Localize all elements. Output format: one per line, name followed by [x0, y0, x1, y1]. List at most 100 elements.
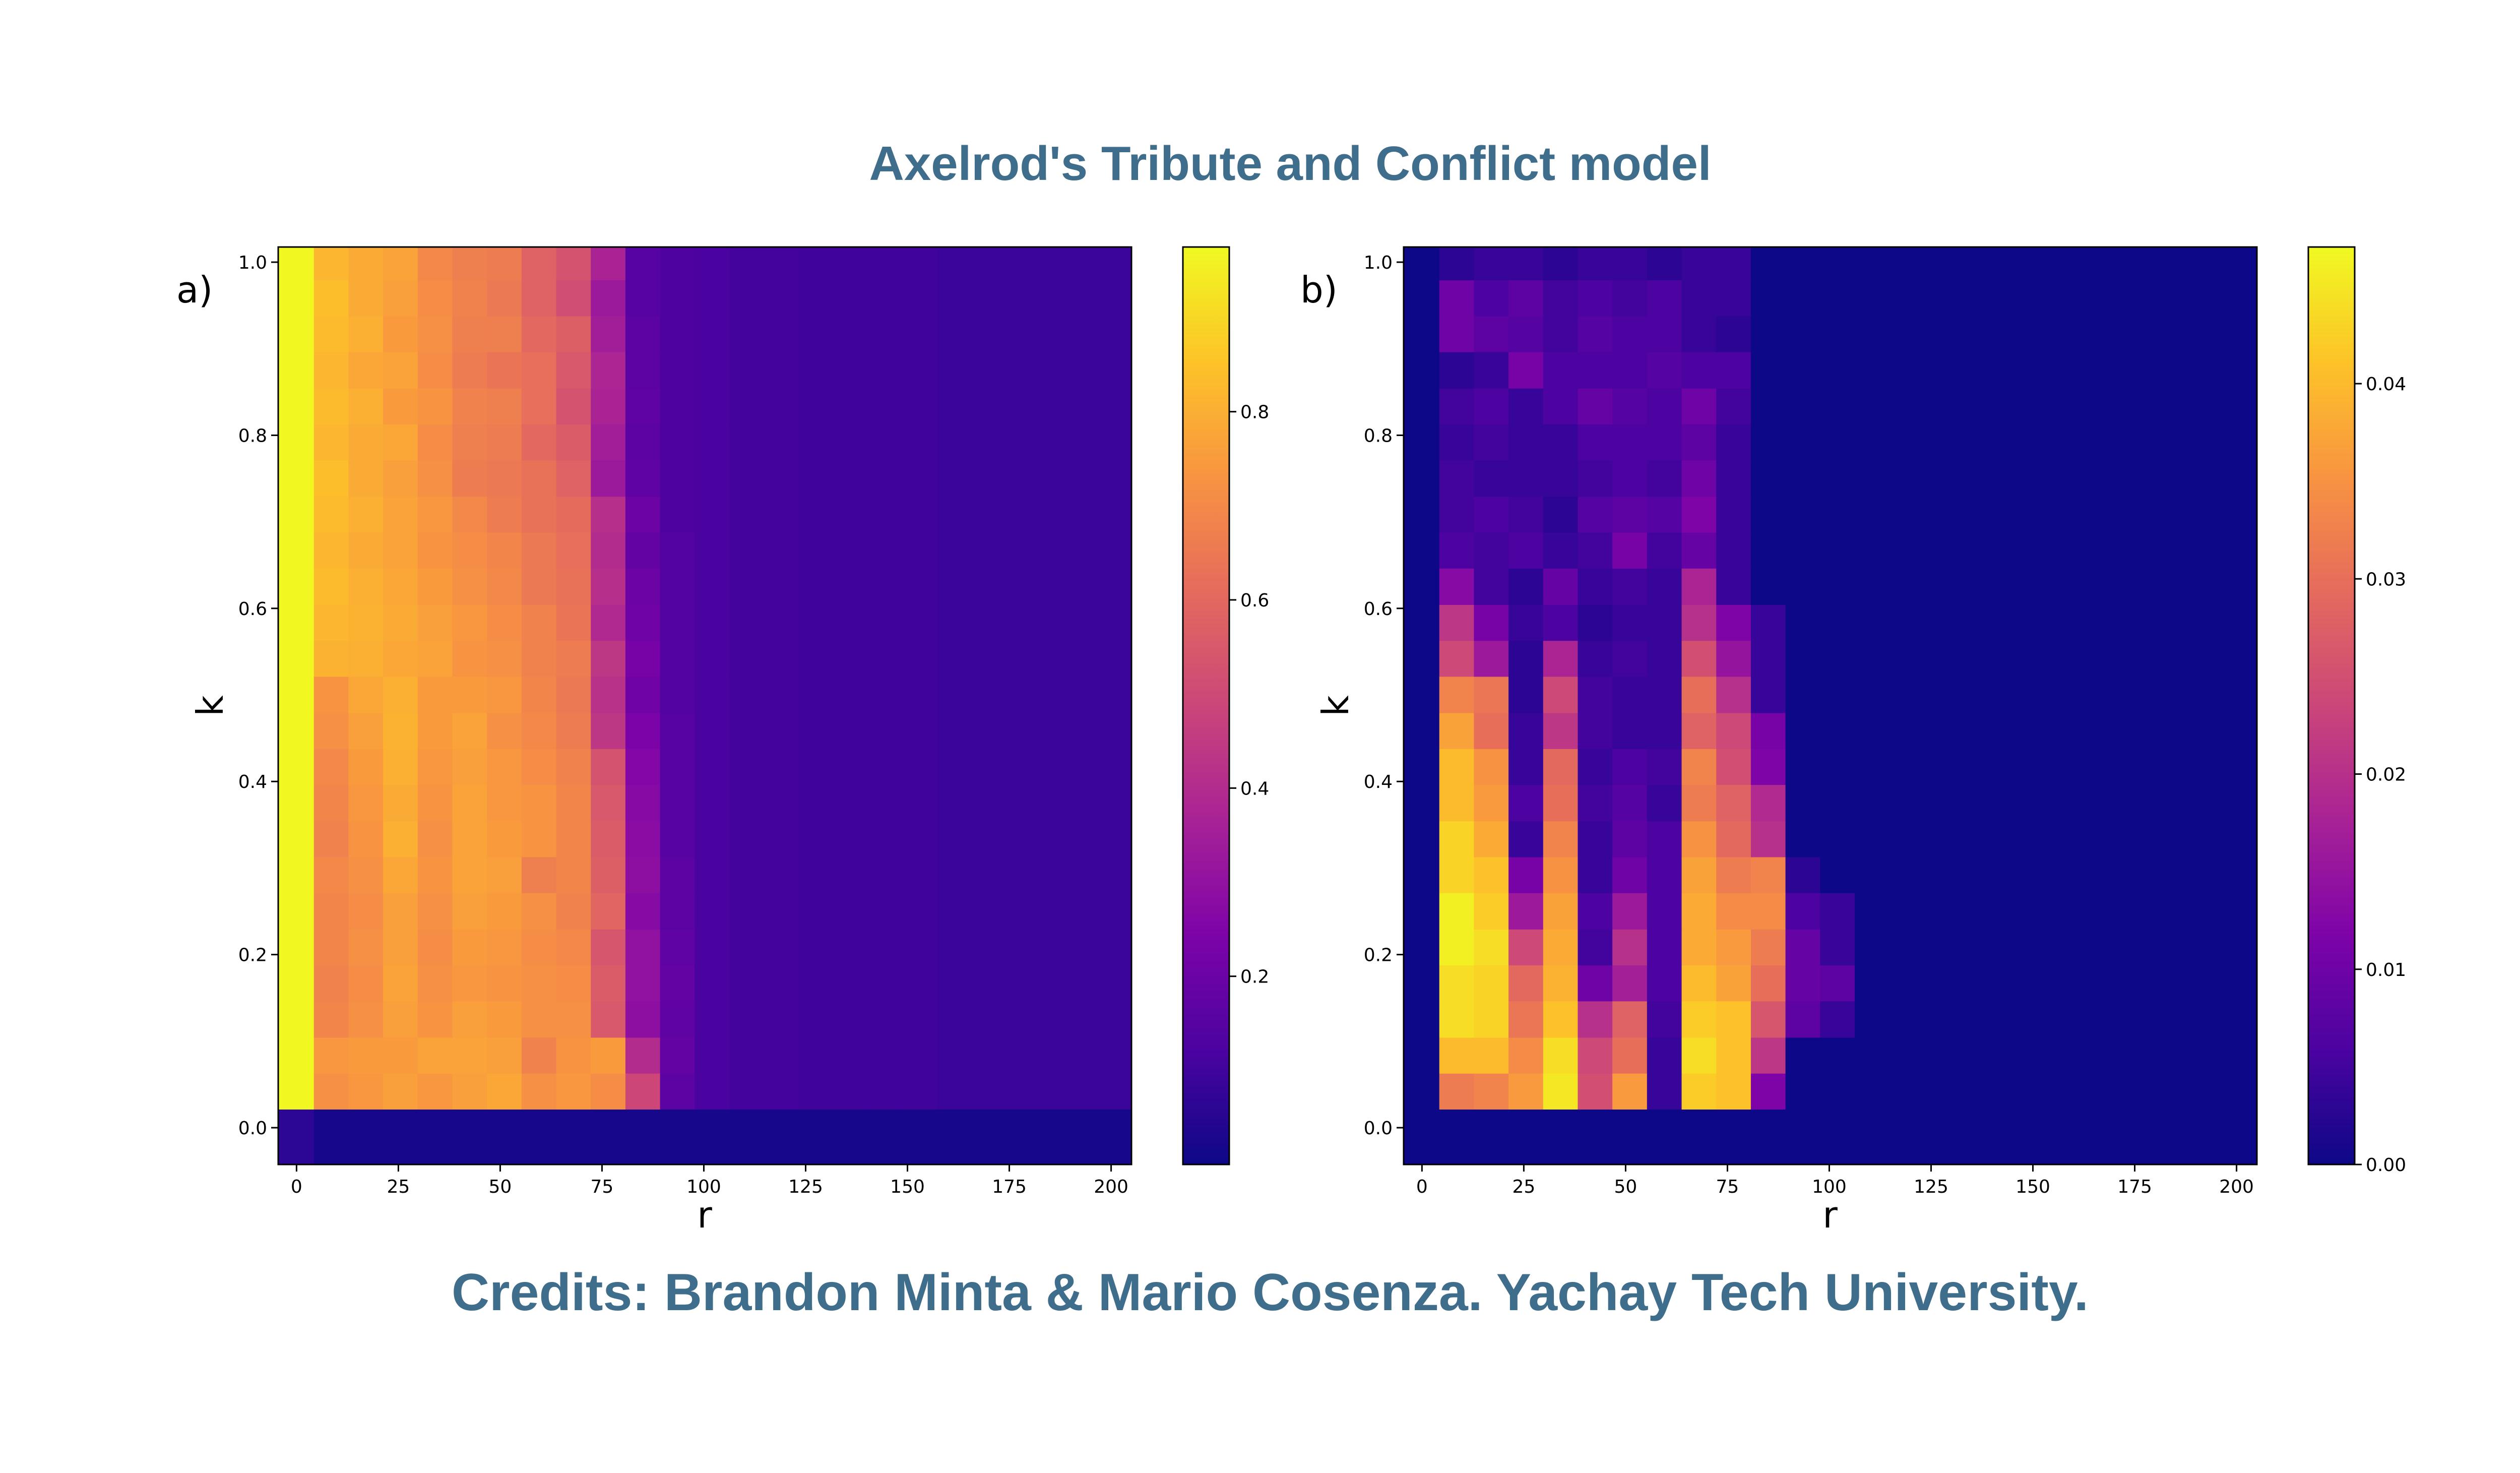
heatmap-cell	[660, 785, 696, 822]
heatmap-cell	[1404, 641, 1440, 678]
heatmap-cell	[2131, 497, 2167, 533]
heatmap-cell	[2028, 749, 2063, 785]
heatmap-cell	[1924, 1073, 1959, 1110]
panel-label-b: b)	[1300, 269, 1338, 311]
heatmap-cell	[2062, 857, 2098, 894]
heatmap-cell	[695, 893, 730, 930]
heatmap-cell	[452, 460, 487, 498]
heatmap-cell	[660, 532, 696, 569]
heatmap-cell	[1959, 821, 1994, 858]
heatmap-cell	[417, 460, 453, 498]
heatmap-cell	[1474, 460, 1509, 498]
heatmap-cell	[660, 749, 696, 785]
heatmap-cell	[1716, 316, 1751, 353]
heatmap-cell	[1681, 1037, 1717, 1074]
heatmap-cell	[1404, 893, 1440, 930]
heatmap-cell	[798, 497, 834, 533]
heatmap-cell	[1681, 352, 1717, 389]
heatmap-cell	[1785, 352, 1821, 389]
heatmap-cell	[1075, 1037, 1132, 1074]
heatmap-cell	[556, 388, 592, 425]
heatmap-cell	[729, 1073, 765, 1110]
heatmap-cell	[2062, 677, 2098, 714]
heatmap-cell	[660, 677, 696, 714]
heatmap-cell	[1959, 604, 1994, 642]
heatmap-cell	[1006, 424, 1041, 461]
heatmap-cell	[937, 497, 972, 533]
heatmap-cell	[833, 893, 868, 930]
heatmap-cell	[1474, 1109, 1509, 1165]
heatmap-cell	[2131, 1073, 2167, 1110]
heatmap-cell	[1543, 965, 1579, 1002]
heatmap-cell	[2131, 604, 2167, 642]
heatmap-cell	[452, 893, 487, 930]
heatmap-cell	[1924, 316, 1959, 353]
heatmap-cell	[1681, 821, 1717, 858]
heatmap-cell	[1750, 280, 1786, 317]
heatmap-cell	[729, 1037, 765, 1074]
heatmap-cell	[1785, 424, 1821, 461]
heatmap-cell	[1006, 857, 1041, 894]
heatmap-cell	[521, 1001, 557, 1038]
heatmap-cell	[1959, 247, 1994, 281]
heatmap-cell	[2097, 316, 2132, 353]
heatmap-cell	[1716, 247, 1751, 281]
heatmap-cell	[1959, 857, 1994, 894]
heatmap-cell	[695, 247, 730, 281]
heatmap-cell	[591, 713, 626, 750]
heatmap-cell	[1006, 460, 1041, 498]
y-tick-label: 0.8	[238, 425, 267, 446]
heatmap-cell	[521, 424, 557, 461]
heatmap-cell	[798, 965, 834, 1002]
heatmap-cell	[383, 424, 418, 461]
heatmap-cell	[1578, 316, 1613, 353]
heatmap-cell	[487, 352, 522, 389]
heatmap-cell	[1750, 857, 1786, 894]
heatmap-cell	[1075, 677, 1132, 714]
heatmap-cell	[591, 1109, 626, 1165]
heatmap-cell	[1041, 641, 1076, 678]
x-axis-label-b: r	[1822, 1194, 1838, 1236]
heatmap-cell	[313, 1073, 349, 1110]
heatmap-cell	[625, 929, 661, 966]
heatmap-cell	[591, 821, 626, 858]
heatmap-cell	[348, 713, 384, 750]
heatmap-cell	[729, 965, 765, 1002]
heatmap-cell	[937, 247, 972, 281]
heatmap-cell	[1543, 388, 1579, 425]
heatmap-cell	[1785, 568, 1821, 605]
heatmap-cell	[798, 713, 834, 750]
heatmap-cell	[1041, 352, 1076, 389]
heatmap-cell	[729, 857, 765, 894]
heatmap-cell	[1578, 821, 1613, 858]
heatmap-cell	[591, 497, 626, 533]
heatmap-cell	[2062, 1001, 2098, 1038]
heatmap-cell	[521, 785, 557, 822]
heatmap-cell	[625, 424, 661, 461]
heatmap-cell	[1474, 568, 1509, 605]
heatmap-cell	[2028, 677, 2063, 714]
colorbar-tick-label: 0.8	[1240, 402, 1269, 423]
heatmap-cell	[1785, 604, 1821, 642]
heatmap-cell	[1854, 604, 1890, 642]
heatmap-cell	[2097, 497, 2132, 533]
heatmap-cell	[1716, 677, 1751, 714]
heatmap-cell	[2062, 247, 2098, 281]
heatmap-cell	[2097, 821, 2132, 858]
heatmap-cell	[1993, 713, 2029, 750]
heatmap-cell	[1006, 1001, 1041, 1038]
heatmap-cell	[2097, 713, 2132, 750]
heatmap-cell	[867, 749, 903, 785]
heatmap-cell	[1543, 857, 1579, 894]
heatmap-cell	[2062, 568, 2098, 605]
heatmap-cell	[487, 749, 522, 785]
heatmap-cell	[1404, 1037, 1440, 1074]
heatmap-cell	[695, 821, 730, 858]
heatmap-cell	[1854, 785, 1890, 822]
heatmap-cell	[348, 388, 384, 425]
heatmap-cell	[556, 352, 592, 389]
heatmap-cell	[278, 893, 314, 930]
heatmap-cell	[1075, 280, 1132, 317]
heatmap-cell	[1404, 965, 1440, 1002]
heatmap-cell	[764, 460, 799, 498]
